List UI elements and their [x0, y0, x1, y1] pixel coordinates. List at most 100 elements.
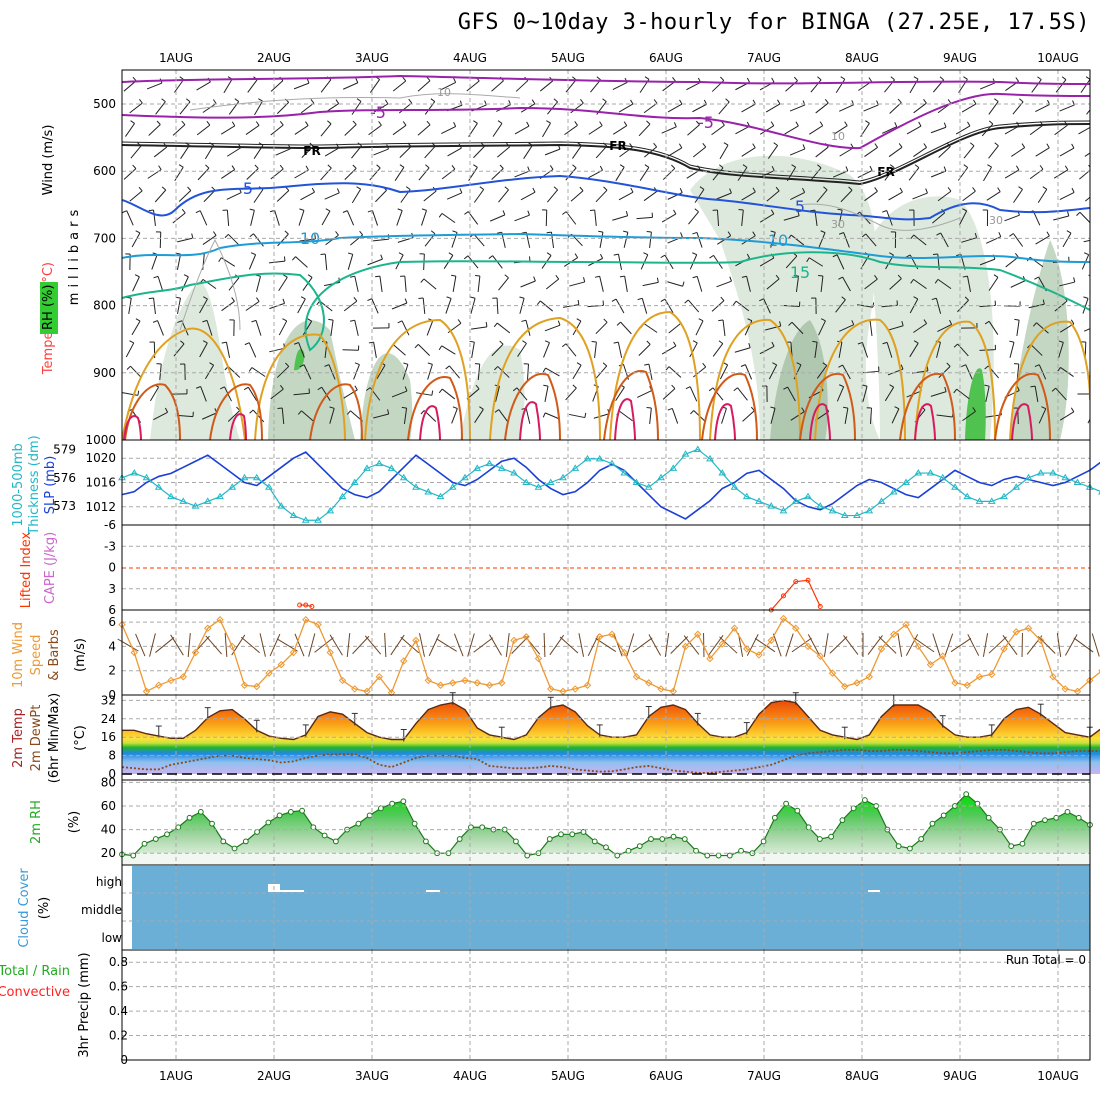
wind-barb — [250, 210, 255, 226]
rh2m-point — [839, 817, 846, 824]
wind-barb — [649, 407, 652, 425]
wind-barb — [223, 78, 233, 94]
wind-barb-flag — [542, 412, 546, 418]
wind-barb-flag — [317, 386, 323, 391]
thickness-point — [644, 483, 653, 490]
slp-tick: 1020 — [85, 451, 116, 465]
wind-barb — [643, 102, 658, 114]
wind10-barb — [259, 633, 266, 657]
wind-barb-flag — [399, 164, 405, 168]
wind-barb — [619, 410, 633, 422]
rh2m-point — [411, 820, 418, 827]
wind-barb — [130, 365, 142, 379]
wind-barb — [572, 145, 582, 159]
wind-barb-flag — [685, 386, 691, 390]
wind-barb-flag — [925, 188, 928, 194]
wind-barb-flag — [402, 76, 407, 82]
wind-barb-flag — [653, 142, 658, 148]
contour-label: 5 — [243, 179, 253, 198]
wind-barb — [126, 210, 134, 226]
wind-barb-flag — [1042, 299, 1045, 305]
thickness-point — [706, 454, 714, 462]
wind-barb-flag — [750, 406, 755, 412]
wind-barb — [293, 392, 310, 396]
wind-barb — [1080, 79, 1090, 93]
wind-barb-flag — [1070, 407, 1075, 413]
rh2m-point — [310, 824, 317, 831]
wind-barb — [176, 414, 194, 418]
thickness-point — [1012, 483, 1021, 490]
wind-barb-flag — [771, 77, 775, 83]
wind10-point — [681, 642, 690, 651]
temp-contour — [614, 398, 636, 440]
wind-barb — [1030, 344, 1043, 356]
wind-barb-flag — [584, 412, 587, 418]
wind-barb — [623, 232, 629, 248]
wind-barb — [228, 277, 240, 291]
wind-barb-flag — [1014, 252, 1019, 258]
rh2m-unit: (%) — [67, 811, 82, 834]
wind-barb — [471, 326, 487, 330]
wind-barb-flag — [572, 384, 577, 389]
wind-barb — [254, 100, 263, 116]
li-point — [817, 603, 823, 609]
wind10-point — [412, 636, 420, 645]
wind-barb — [302, 277, 313, 291]
wind-barb-flag — [972, 407, 976, 412]
wind-barb — [648, 364, 653, 380]
wind-barb-flag — [311, 187, 315, 193]
wind-barb — [393, 344, 406, 356]
wind10-barb — [719, 636, 738, 654]
wind-barb-flag — [542, 367, 546, 373]
contour-label: -5 — [370, 103, 386, 122]
wind10-point — [694, 630, 702, 638]
rh2m-point — [715, 852, 722, 859]
w10-label-1: 10m Wind — [11, 622, 26, 688]
wind-barb-flag — [464, 211, 469, 215]
wind-barb — [869, 319, 873, 337]
wind-barb — [473, 233, 485, 247]
wind-barb — [818, 232, 826, 248]
wind-barb-flag — [574, 253, 579, 258]
wind-barb-flag — [845, 166, 849, 172]
wind-barb — [542, 122, 551, 138]
rh2m-point — [670, 833, 677, 840]
date-label: 4AUG — [453, 1069, 487, 1083]
wind-barb — [1083, 328, 1090, 332]
wind-barb-flag — [457, 319, 462, 324]
wind-barb — [180, 145, 190, 159]
wind-barb-flag — [180, 340, 185, 345]
wind-barb — [888, 191, 903, 201]
thickness-point — [657, 473, 665, 481]
wind-barb — [768, 364, 778, 380]
wind-barb-flag — [837, 208, 843, 211]
wind-barb — [1062, 232, 1072, 248]
wind-barb-flag — [874, 143, 878, 148]
wind-barb — [719, 364, 729, 380]
wind-barb-flag — [1071, 143, 1075, 149]
wind-barb — [930, 170, 947, 178]
wind-barb — [344, 168, 357, 180]
wind-barb-flag — [521, 231, 527, 234]
date-label: 5AUG — [551, 1069, 585, 1083]
wind-barb — [864, 147, 878, 157]
wind-barb-flag — [376, 164, 381, 169]
temp2m-grid — [122, 695, 1090, 780]
wind-barb-flag — [185, 98, 191, 103]
wind10-point — [449, 679, 457, 687]
wind-barb-flag — [900, 364, 904, 370]
temp2m-tick: 16 — [101, 730, 116, 744]
wind-barb — [696, 276, 703, 292]
wind-barb — [735, 300, 750, 312]
wind-barb — [155, 101, 166, 115]
wind-barb — [451, 408, 458, 424]
wind-barb-flag — [660, 298, 666, 302]
thickness-point — [828, 506, 837, 514]
wind-barb — [620, 321, 632, 335]
thickness-point — [387, 464, 396, 471]
wind-barb — [1054, 124, 1068, 136]
wind10-point — [877, 645, 886, 653]
wind-barb — [870, 407, 872, 425]
wind-barb — [861, 342, 869, 358]
wind-barb — [1037, 188, 1048, 204]
